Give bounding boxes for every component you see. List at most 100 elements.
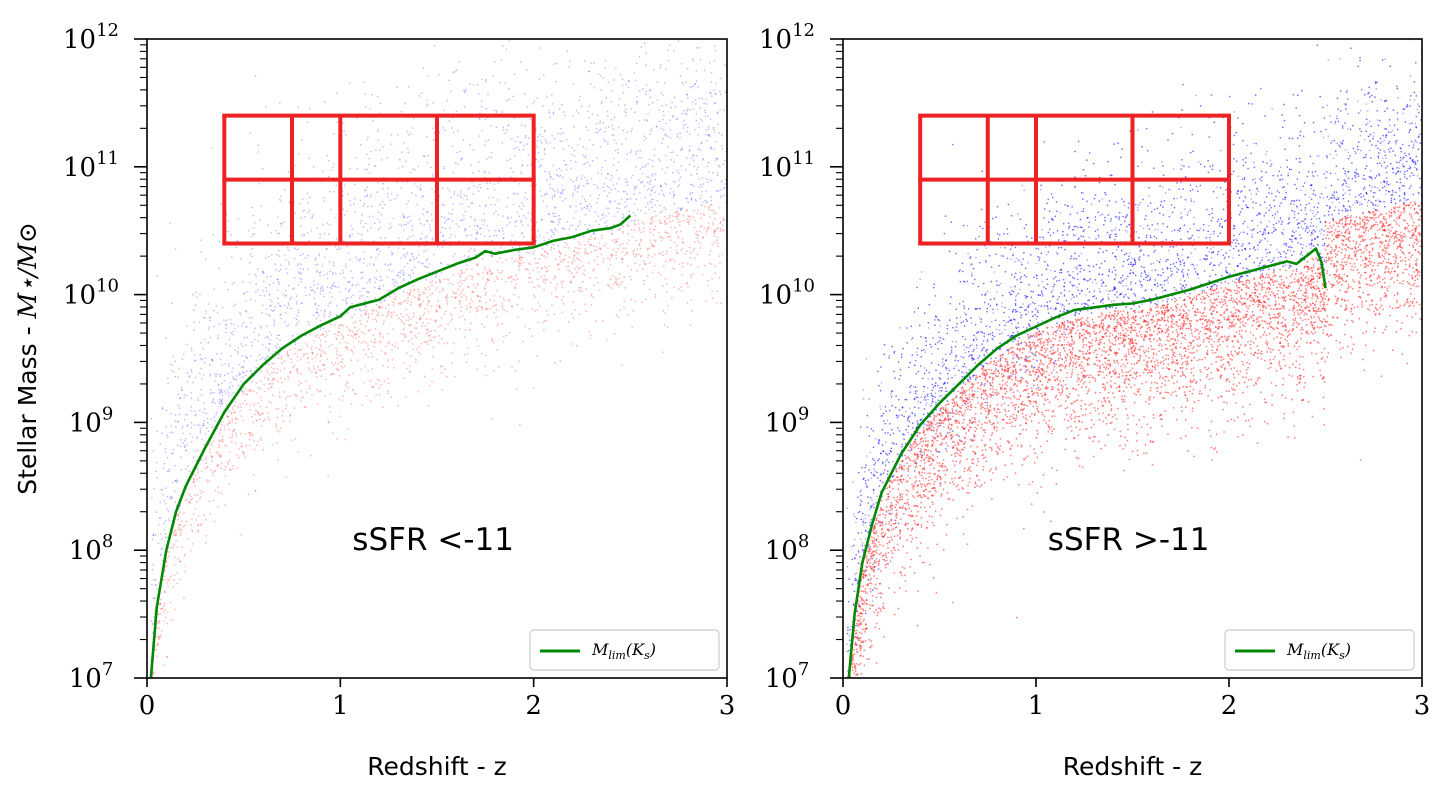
scatter-point-red — [472, 290, 474, 293]
scatter-point-blue — [504, 132, 506, 134]
scatter-point-blue — [441, 246, 444, 248]
scatter-point-blue — [509, 158, 512, 160]
scatter-point-red — [228, 428, 231, 431]
scatter-point-red — [229, 469, 232, 471]
scatter-point-blue — [446, 34, 448, 36]
scatter-point-red — [518, 256, 521, 259]
scatter-point-blue — [447, 263, 449, 266]
scatter-point-blue — [294, 212, 297, 215]
scatter-point-red — [402, 339, 404, 342]
scatter-point-red — [364, 365, 367, 368]
scatter-point-blue — [1262, 264, 1265, 267]
scatter-point-red — [678, 288, 680, 291]
scatter-point-blue — [258, 182, 261, 185]
scatter-point-blue — [404, 102, 407, 105]
scatter-point-red — [633, 249, 636, 252]
scatter-point-red — [567, 265, 570, 267]
scatter-point-blue — [421, 232, 423, 235]
scatter-point-red — [273, 371, 276, 374]
scatter-point-blue — [359, 258, 362, 260]
scatter-point-blue — [213, 309, 215, 312]
scatter-point-red — [412, 295, 415, 297]
scatter-point-red — [466, 305, 469, 307]
scatter-point-blue — [333, 133, 335, 135]
scatter-point-blue — [502, 126, 505, 129]
scatter-point-red — [353, 332, 356, 335]
scatter-point-red — [470, 298, 473, 300]
scatter-point-blue — [430, 213, 433, 216]
scatter-point-red — [590, 294, 593, 297]
scatter-point-blue — [159, 443, 161, 445]
scatter-point-red — [250, 434, 253, 437]
scatter-point-blue — [307, 211, 309, 214]
scatter-point-blue — [699, 118, 702, 120]
scatter-point-blue — [361, 271, 364, 274]
scatter-point-red — [337, 354, 340, 357]
scatter-point-blue — [468, 186, 471, 189]
scatter-point-blue — [335, 285, 337, 288]
scatter-point-blue — [553, 193, 556, 196]
scatter-point-red — [432, 346, 435, 349]
scatter-point-red — [232, 467, 235, 470]
scatter-point-blue — [527, 212, 529, 214]
scatter-point-blue — [198, 321, 201, 324]
scatter-point-red — [438, 281, 441, 284]
scatter-point-blue — [201, 425, 203, 427]
scatter-point-blue — [287, 302, 290, 304]
scatter-point-red — [460, 310, 462, 313]
scatter-point-blue — [612, 164, 615, 166]
scatter-point-blue — [237, 347, 240, 350]
scatter-point-red — [391, 313, 393, 316]
scatter-point-red — [716, 242, 719, 245]
scatter-point-red — [653, 245, 656, 248]
scatter-point-blue — [271, 254, 273, 256]
scatter-point-red — [158, 613, 161, 616]
scatter-point-red — [328, 345, 331, 348]
scatter-point-blue — [526, 69, 528, 71]
scatter-point-red — [390, 316, 393, 318]
scatter-point-blue — [597, 171, 600, 174]
scatter-point-red — [455, 292, 458, 294]
scatter-point-blue — [401, 165, 404, 168]
scatter-point-blue — [377, 95, 379, 98]
scatter-point-red — [414, 334, 416, 337]
scatter-point-blue — [372, 215, 374, 217]
scatter-point-blue — [553, 195, 556, 198]
scatter-point-blue — [662, 193, 665, 195]
scatter-point-red — [231, 436, 234, 439]
scatter-point-blue — [203, 338, 206, 341]
scatter-point-red — [367, 369, 369, 372]
scatter-point-red — [622, 232, 624, 235]
scatter-point-red — [686, 221, 689, 224]
scatter-point-blue — [216, 353, 218, 355]
scatter-point-red — [476, 263, 479, 266]
scatter-point-blue — [624, 201, 627, 203]
scatter-point-red — [560, 253, 562, 255]
scatter-point-blue — [219, 373, 222, 376]
scatter-point-red — [329, 393, 332, 395]
scatter-point-red — [251, 433, 254, 436]
scatter-point-blue — [365, 189, 367, 191]
scatter-point-blue — [585, 126, 587, 128]
scatter-point-red — [446, 278, 448, 281]
scatter-point-blue — [658, 193, 660, 195]
scatter-point-red — [327, 475, 330, 477]
scatter-point-blue — [623, 111, 626, 113]
scatter-point-blue — [695, 113, 698, 115]
scatter-point-blue — [678, 184, 680, 186]
scatter-point-red — [431, 280, 434, 283]
scatter-point-red — [580, 260, 583, 263]
scatter-point-red — [177, 557, 180, 560]
scatter-point-red — [338, 368, 340, 371]
scatter-point-red — [210, 455, 213, 458]
scatter-point-red — [646, 248, 649, 251]
scatter-point-blue — [265, 308, 268, 310]
scatter-point-red — [168, 551, 170, 553]
scatter-point-blue — [675, 118, 678, 120]
scatter-point-blue — [167, 436, 169, 439]
scatter-point-blue — [430, 166, 432, 169]
scatter-point-blue — [326, 272, 329, 275]
scatter-point-red — [556, 263, 559, 266]
scatter-point-red — [557, 263, 560, 265]
scatter-point-blue — [237, 218, 240, 220]
